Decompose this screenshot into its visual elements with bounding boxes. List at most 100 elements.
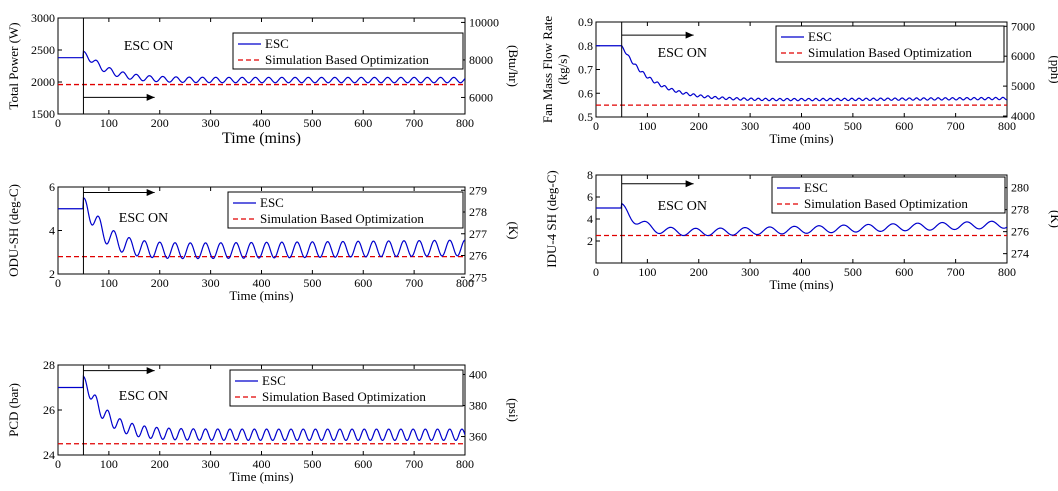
series-esc [58, 374, 465, 442]
y-tick-label: 2 [49, 267, 55, 281]
esc-on-annotation: ESC ON [119, 389, 168, 404]
y2-tick-label: 6000 [1011, 49, 1035, 63]
y-axis-label: Fan Mass Flow Rate [540, 16, 555, 123]
y-tick-label: 0.7 [578, 63, 593, 77]
y-axis-label: Total Power (W) [6, 22, 21, 109]
y2-tick-label: 274 [1011, 247, 1029, 261]
chart-fan-mass-flow: 0 100 200 300 400 500 600 700 800 0.5 0.6 0.7 0.8 0.9… [540, 15, 1058, 146]
series-esc [58, 50, 465, 84]
x-tick-label: 700 [405, 276, 423, 290]
x-axis-label: Time (mins) [229, 469, 293, 484]
y2-tick-label: 400 [469, 367, 487, 381]
legend-sim-label: Simulation Based Optimization [808, 45, 972, 60]
y-tick-label: 0.6 [578, 86, 593, 100]
y-tick-label: 0.5 [578, 110, 593, 124]
x-axis-label: Time (mins) [769, 131, 833, 146]
x-axis-label: Time (mins) [769, 277, 833, 292]
y2-tick-label: 360 [469, 430, 487, 444]
x-tick-label: 700 [947, 265, 965, 279]
legend-box [771, 176, 1006, 214]
x-tick-label: 0 [593, 119, 599, 133]
x-tick-label: 0 [55, 457, 61, 471]
arrow-head-icon [146, 93, 155, 101]
x-tick-label: 500 [844, 119, 862, 133]
x-tick-label: 300 [202, 276, 220, 290]
series-group [58, 50, 465, 86]
x-tick-label: 200 [151, 457, 169, 471]
x-tick-label: 0 [593, 265, 599, 279]
x-tick-label: 700 [405, 116, 423, 130]
y2-tick-label: 5000 [1011, 79, 1035, 93]
arrow-head-icon [685, 31, 694, 39]
y2-tick-label: 278 [469, 205, 487, 219]
legend-esc-label: ESC [804, 180, 828, 195]
y-tick-label: 2000 [31, 75, 55, 89]
y2-tick-label: 276 [469, 249, 487, 263]
x-axis-label: Time (mins) [229, 288, 293, 303]
y-tick-label: 0.9 [578, 15, 593, 29]
y2-tick-label: 6000 [469, 90, 493, 104]
x-tick-label: 500 [303, 276, 321, 290]
y2-axis-label: (K) [1048, 210, 1058, 228]
legend-esc-label: ESC [808, 29, 832, 44]
y-tick-label: 1500 [31, 107, 55, 121]
x-tick-label: 500 [303, 116, 321, 130]
x-tick-label: 0 [55, 116, 61, 130]
y2-tick-label: 280 [1011, 181, 1029, 195]
y2-axis-label: (psi) [506, 398, 521, 422]
legend-box [232, 32, 464, 70]
x-tick-label: 500 [303, 457, 321, 471]
y-tick-label: 8 [587, 168, 593, 182]
y2-tick-label: 276 [1011, 225, 1029, 239]
arrow-head-icon [685, 180, 694, 188]
legend-sim-label: Simulation Based Optimization [804, 196, 968, 211]
y2-tick-label: 275 [469, 270, 487, 284]
y-axis-label: PCD (bar) [6, 383, 21, 437]
x-tick-label: 800 [456, 116, 474, 130]
x-tick-label: 100 [100, 457, 118, 471]
y2-tick-label: 10000 [469, 15, 499, 29]
arrow-head-icon [146, 367, 155, 375]
chart-pcd: 0 100 200 300 400 500 600 700 800 24 26 28 360 380 400… [6, 358, 521, 484]
legend-esc-label: ESC [262, 373, 286, 388]
x-tick-label: 700 [405, 457, 423, 471]
x-tick-label: 600 [354, 457, 372, 471]
x-tick-label: 800 [998, 119, 1016, 133]
arrow-head-icon [146, 188, 155, 196]
y-tick-label: 6 [49, 180, 55, 194]
x-tick-label: 800 [456, 457, 474, 471]
series-esc [596, 45, 1007, 102]
x-tick-label: 600 [354, 276, 372, 290]
x-tick-label: 800 [998, 265, 1016, 279]
x-tick-label: 100 [100, 116, 118, 130]
legend-box [227, 191, 464, 229]
x-tick-label: 200 [151, 116, 169, 130]
esc-on-annotation: ESC ON [119, 211, 168, 226]
y-tick-label: 26 [43, 403, 55, 417]
chart-odu-sh: 0 100 200 300 400 500 600 700 800 2 4 6 275 276 277 278… [6, 180, 521, 303]
esc-on-annotation: ESC ON [124, 39, 173, 54]
x-tick-label: 400 [253, 276, 271, 290]
y-tick-label: 6 [587, 190, 593, 204]
x-tick-label: 0 [55, 276, 61, 290]
series-group [58, 197, 465, 260]
x-tick-label: 200 [151, 276, 169, 290]
x-tick-label: 300 [202, 116, 220, 130]
y2-tick-label: 7000 [1011, 19, 1035, 33]
x-tick-label: 400 [793, 119, 811, 133]
legend-esc-label: ESC [265, 36, 289, 51]
y2-tick-label: 8000 [469, 53, 493, 67]
legend-sim-label: Simulation Based Optimization [265, 52, 429, 67]
y2-axis-label: (Btu/hr) [506, 45, 521, 87]
series-group [58, 374, 465, 445]
x-tick-label: 600 [895, 119, 913, 133]
series-group [596, 45, 1007, 106]
x-axis-label: Time (mins) [222, 130, 301, 147]
legend-sim-label: Simulation Based Optimization [260, 211, 424, 226]
series-group [596, 202, 1007, 237]
x-tick-label: 600 [895, 265, 913, 279]
y-tick-label: 2500 [31, 43, 55, 57]
x-tick-label: 300 [202, 457, 220, 471]
x-tick-label: 100 [100, 276, 118, 290]
legend-box [775, 25, 1005, 63]
